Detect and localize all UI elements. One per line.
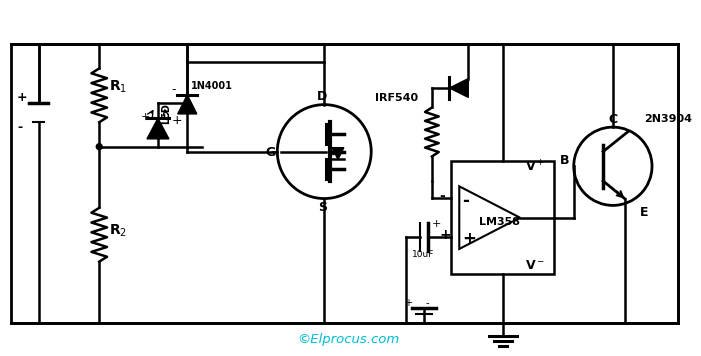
Text: +: +: [140, 112, 150, 122]
Text: -: -: [17, 121, 22, 134]
Text: 10uF: 10uF: [412, 250, 434, 259]
Text: E: E: [640, 206, 649, 219]
Text: LED: LED: [161, 103, 171, 124]
Text: +: +: [17, 91, 27, 104]
Polygon shape: [332, 148, 343, 159]
Text: +: +: [172, 114, 182, 127]
Text: -: -: [462, 192, 469, 210]
Text: IRF540: IRF540: [375, 93, 418, 103]
Bar: [451, 161, 554, 274]
Text: +: +: [432, 219, 441, 229]
Text: +: +: [440, 228, 451, 242]
Polygon shape: [178, 95, 197, 114]
Text: -: -: [172, 83, 176, 96]
Polygon shape: [147, 118, 169, 139]
Text: ©Elprocus.com: ©Elprocus.com: [298, 333, 400, 346]
Text: D: D: [317, 90, 327, 103]
Text: V$^+$: V$^+$: [525, 159, 545, 174]
Text: C: C: [608, 113, 617, 126]
Polygon shape: [459, 186, 520, 249]
Text: +: +: [404, 298, 412, 308]
Text: S: S: [318, 201, 327, 214]
Text: R$_2$: R$_2$: [109, 223, 127, 239]
Text: LM358: LM358: [479, 218, 520, 227]
Circle shape: [96, 144, 102, 150]
Text: B: B: [560, 154, 569, 167]
Text: 1N4001: 1N4001: [191, 81, 233, 91]
Text: +: +: [462, 230, 476, 248]
Bar: [11, 44, 679, 323]
Text: R$_1$: R$_1$: [109, 78, 127, 95]
Polygon shape: [449, 79, 468, 98]
Text: G: G: [266, 146, 275, 159]
Text: 2N3904: 2N3904: [644, 114, 692, 124]
Text: -: -: [440, 189, 445, 203]
Text: V$^-$: V$^-$: [525, 259, 545, 272]
Text: -: -: [426, 298, 430, 308]
